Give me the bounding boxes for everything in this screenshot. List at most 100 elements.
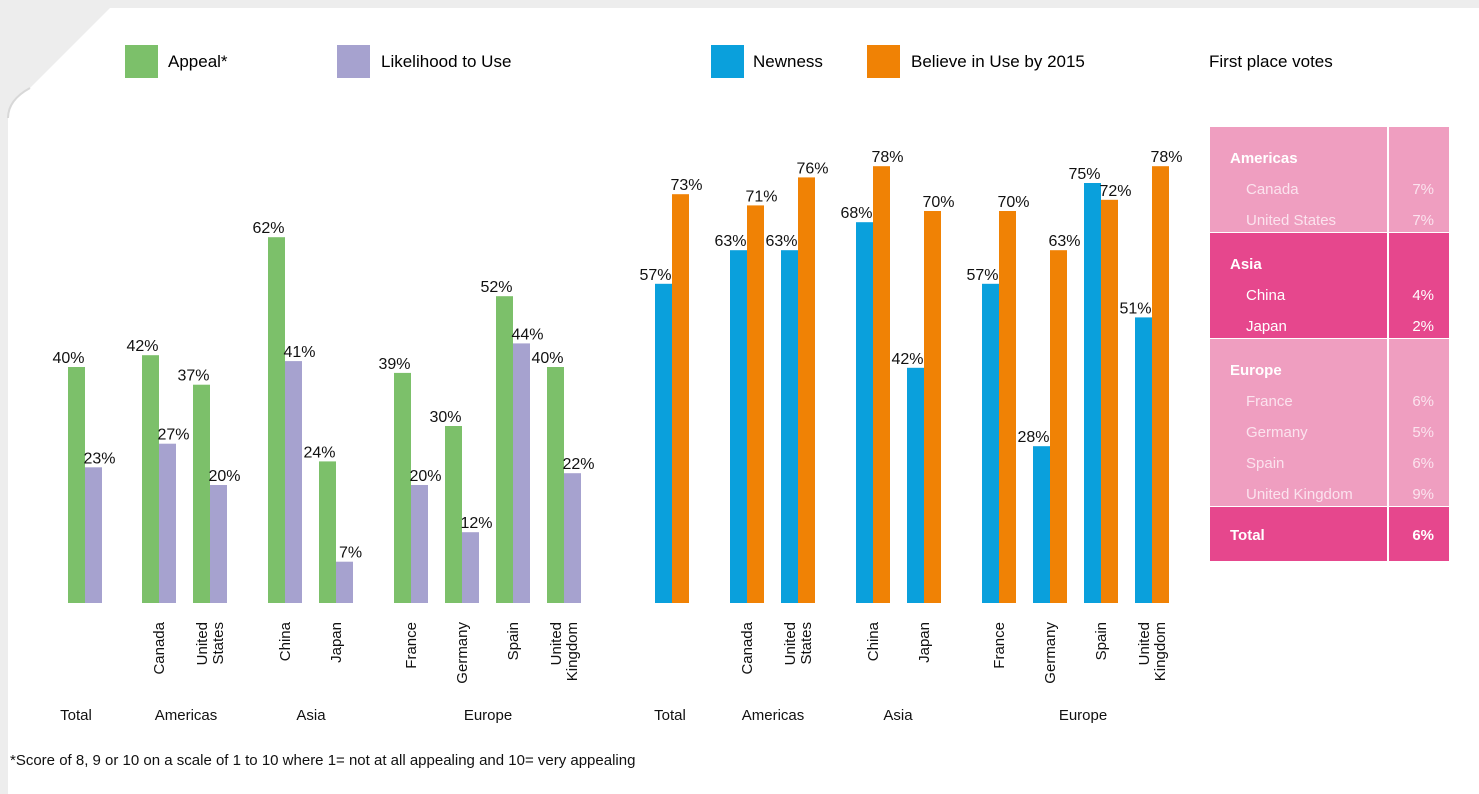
table-country-japan: Japan <box>1246 318 1287 335</box>
table-country-germany: Germany <box>1246 424 1308 441</box>
legend-swatch-newness <box>711 45 744 78</box>
value-label-believe-in-use-by-2015-united-states: 76% <box>796 160 828 177</box>
legend-label-likelihood: Likelihood to Use <box>381 52 511 71</box>
value-label-appeal-china: 62% <box>252 220 284 237</box>
bar-believe-in-use-by-2015-total <box>672 194 689 603</box>
bar-believe-in-use-by-2015-united-kingdom <box>1152 166 1169 603</box>
category-label-united-states: UnitedStates <box>782 622 815 665</box>
bar-newness-japan <box>907 367 924 603</box>
table-section-americas <box>1210 127 1449 233</box>
legend-swatch-believe <box>867 45 900 78</box>
category-label-part: China <box>865 621 882 661</box>
value-label-believe-in-use-by-2015-japan: 70% <box>922 194 954 211</box>
table-country-canada: Canada <box>1246 181 1299 198</box>
category-label-france: France <box>991 622 1008 669</box>
bar-appeal-united-states <box>193 384 210 603</box>
value-label-likelihood-to-use-japan: 7% <box>339 545 362 562</box>
bar-newness-canada <box>730 250 747 603</box>
category-label-united-kingdom: UnitedKingdom <box>1136 622 1169 681</box>
category-label-part: Spain <box>505 622 522 660</box>
value-label-newness-canada: 63% <box>714 233 746 250</box>
category-label-canada: Canada <box>151 621 168 674</box>
table-total-row <box>1210 507 1449 561</box>
category-label-part: United <box>782 622 799 665</box>
value-label-newness-united-states: 63% <box>765 233 797 250</box>
category-label-part: China <box>277 621 294 661</box>
category-label-part: United <box>1136 622 1153 665</box>
legend-label-appeal: Appeal* <box>168 52 228 71</box>
value-label-appeal-spain: 52% <box>480 279 512 296</box>
bar-believe-in-use-by-2015-china <box>873 166 890 603</box>
value-label-newness-france: 57% <box>966 267 998 284</box>
bar-appeal-france <box>394 372 411 603</box>
table-section-europe <box>1210 339 1449 507</box>
bar-newness-france <box>982 283 999 603</box>
category-label-part: United <box>548 622 565 665</box>
group-label-total: Total <box>60 707 92 724</box>
category-label-japan: Japan <box>916 622 933 663</box>
table-country-united-states: United States <box>1246 212 1336 229</box>
first-place-votes-table: Americas Canada 7% United States 7% Asia China… <box>1210 127 1449 561</box>
bar-likelihood-to-use-france <box>411 485 428 603</box>
category-label-japan: Japan <box>328 622 345 663</box>
table-region-americas: Americas <box>1230 150 1298 167</box>
newness-believe-chart: 57%73%63%71%Canada63%76%UnitedStates68%7… <box>639 149 1182 724</box>
table-country-france: France <box>1246 393 1293 410</box>
table-value-japan: 2% <box>1412 318 1434 335</box>
value-label-believe-in-use-by-2015-france: 70% <box>997 194 1029 211</box>
bar-likelihood-to-use-total <box>85 467 102 603</box>
value-label-likelihood-to-use-china: 41% <box>283 344 315 361</box>
value-label-likelihood-to-use-france: 20% <box>409 468 441 485</box>
bar-appeal-spain <box>496 296 513 603</box>
category-label-part: States <box>798 622 815 665</box>
bar-newness-spain <box>1084 183 1101 603</box>
bar-believe-in-use-by-2015-germany <box>1050 250 1067 603</box>
value-label-appeal-united-kingdom: 40% <box>531 350 563 367</box>
table-value-china: 4% <box>1412 287 1434 304</box>
bar-appeal-japan <box>319 461 336 603</box>
group-label-total: Total <box>654 707 686 724</box>
bar-likelihood-to-use-united-kingdom <box>564 473 581 603</box>
table-total-value: 6% <box>1412 527 1434 544</box>
bar-newness-united-kingdom <box>1135 317 1152 603</box>
value-label-appeal-canada: 42% <box>126 338 158 355</box>
value-label-newness-china: 68% <box>840 205 872 222</box>
table-total-label: Total <box>1230 527 1265 544</box>
bar-believe-in-use-by-2015-japan <box>924 211 941 603</box>
bar-believe-in-use-by-2015-united-states <box>798 177 815 603</box>
bar-newness-germany <box>1033 446 1050 603</box>
category-label-china: China <box>277 621 294 661</box>
value-label-appeal-united-states: 37% <box>177 368 209 385</box>
category-label-part: Canada <box>151 621 168 674</box>
category-label-part: France <box>403 622 420 669</box>
bar-newness-total <box>655 283 672 603</box>
value-label-newness-spain: 75% <box>1068 166 1100 183</box>
bar-newness-united-states <box>781 250 798 603</box>
legend-label-believe: Believe in Use by 2015 <box>911 52 1085 71</box>
table-value-germany: 5% <box>1412 424 1434 441</box>
table-value-france: 6% <box>1412 393 1434 410</box>
category-label-france: France <box>403 622 420 669</box>
value-label-newness-germany: 28% <box>1017 429 1049 446</box>
table-country-china: China <box>1246 287 1286 304</box>
group-label-europe: Europe <box>1059 707 1107 724</box>
value-label-appeal-france: 39% <box>378 356 410 373</box>
table-country-united-kingdom: United Kingdom <box>1246 486 1353 503</box>
value-label-likelihood-to-use-germany: 12% <box>460 515 492 532</box>
legend-label-newness: Newness <box>753 52 823 71</box>
bar-appeal-total <box>68 367 85 603</box>
category-label-part: Kingdom <box>564 622 581 681</box>
bar-believe-in-use-by-2015-spain <box>1101 199 1118 604</box>
category-label-part: Spain <box>1093 622 1110 660</box>
category-label-united-kingdom: UnitedKingdom <box>548 622 581 681</box>
value-label-likelihood-to-use-total: 23% <box>83 450 115 467</box>
value-label-likelihood-to-use-united-states: 20% <box>208 468 240 485</box>
bar-believe-in-use-by-2015-france <box>999 211 1016 603</box>
appeal-likelihood-chart: 40%23%42%27%Canada37%20%UnitedStates62%4… <box>52 220 594 724</box>
value-label-appeal-total: 40% <box>52 350 84 367</box>
bar-newness-china <box>856 222 873 603</box>
category-label-part: Japan <box>916 622 933 663</box>
value-label-likelihood-to-use-united-kingdom: 22% <box>562 456 594 473</box>
bar-appeal-germany <box>445 426 462 603</box>
category-label-spain: Spain <box>1093 622 1110 660</box>
